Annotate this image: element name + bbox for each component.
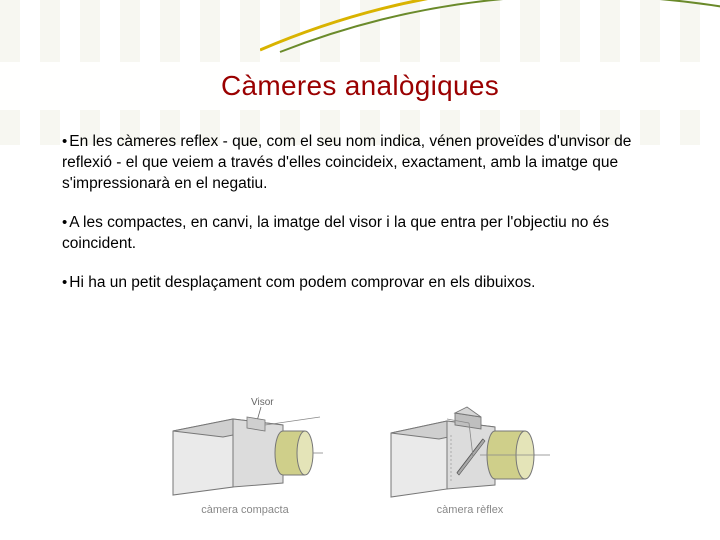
bullet-text: En les càmeres reflex - que, com el seu … [62,133,631,192]
reflex-caption: càmera rèflex [437,504,504,516]
compact-camera-icon: Visor [165,395,325,500]
slide-title: Càmeres analògiques [221,70,499,102]
visor-label: Visor [251,397,274,408]
bullet-text: A les compactes, en canvi, la imatge del… [62,214,609,252]
bullet-dot: • [62,274,67,291]
diagram-row: Visor càmera compacta [0,395,720,516]
bullet-dot: • [62,214,67,231]
title-band: Càmeres analògiques [0,62,720,110]
diagram-reflex: càmera rèflex [385,395,555,516]
content-area: •En les càmeres reflex - que, com el seu… [62,132,658,312]
reflex-camera-icon [385,395,555,500]
diagram-compact: Visor càmera compacta [165,395,325,516]
bullet-1: •En les càmeres reflex - que, com el seu… [62,132,658,195]
bullet-text: Hi ha un petit desplaçament com podem co… [69,274,535,291]
bullet-2: •A les compactes, en canvi, la imatge de… [62,213,658,255]
bullet-dot: • [62,133,67,150]
compact-caption: càmera compacta [201,504,288,516]
bullet-3: •Hi ha un petit desplaçament com podem c… [62,273,658,294]
